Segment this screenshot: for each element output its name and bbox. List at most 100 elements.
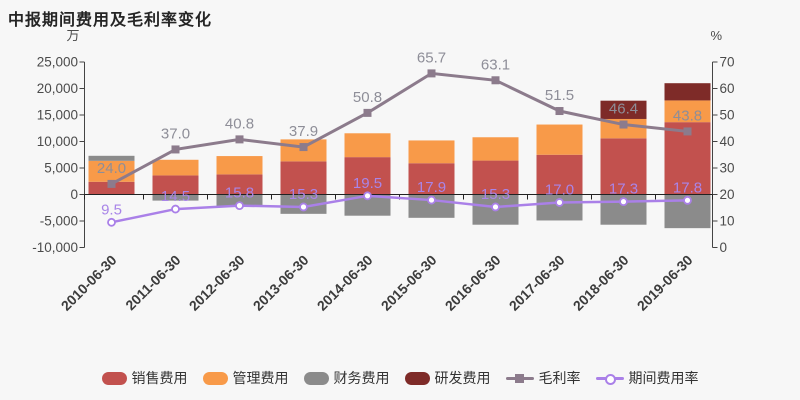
value-label: 51.5 bbox=[545, 87, 574, 104]
value-label: 17.8 bbox=[673, 179, 702, 196]
value-label: 40.8 bbox=[225, 115, 254, 132]
bar-segment bbox=[664, 83, 711, 101]
bar-segment bbox=[152, 194, 199, 201]
circle-marker bbox=[107, 217, 116, 227]
legend-item-2[interactable]: 管理费用 bbox=[202, 368, 289, 388]
bar-segment bbox=[536, 124, 583, 155]
legend-label: 毛利率 bbox=[538, 370, 581, 386]
legend-item-4[interactable]: 研发费用 bbox=[404, 368, 491, 388]
date-label: 2019-06-30 bbox=[634, 252, 696, 314]
bar-segment bbox=[280, 161, 327, 195]
right-axis-unit: % bbox=[711, 28, 723, 43]
square-marker bbox=[427, 69, 436, 78]
circle-marker bbox=[171, 204, 180, 214]
bar-segment bbox=[216, 194, 263, 207]
left-axis-tick-label: 25,000 bbox=[37, 55, 78, 70]
legend-bar-swatch bbox=[202, 371, 228, 385]
right-axis-tick-label: 30 bbox=[720, 161, 735, 176]
bar-segment bbox=[600, 118, 647, 139]
bar-segment bbox=[152, 175, 199, 195]
value-label: 17.0 bbox=[545, 181, 574, 198]
legend-item-5[interactable]: 毛利率 bbox=[505, 368, 581, 388]
right-axis-tick-label: 10 bbox=[720, 214, 735, 229]
value-label: 24.0 bbox=[97, 160, 126, 177]
date-label: 2011-06-30 bbox=[122, 252, 184, 314]
right-axis-tick-label: 20 bbox=[720, 187, 735, 202]
bar-segment bbox=[600, 100, 647, 119]
chart-legend: 销售费用 管理费用 财务费用 研发费用 毛利率 期间费用率 bbox=[0, 368, 800, 388]
value-label: 65.7 bbox=[417, 49, 446, 66]
bar-segment bbox=[472, 160, 519, 195]
bar-segment bbox=[216, 156, 263, 175]
x-axis-labels: 2010-06-30 2011-06-30 2012-06-30 2013-06-30… bbox=[58, 252, 696, 314]
ratio-line: 9.5 14.5 15.8 15.3 19.5 17.9 15.3 17.0 17.3 17.8 bbox=[101, 175, 702, 227]
date-label: 2012-06-30 bbox=[186, 252, 248, 314]
square-marker bbox=[107, 179, 116, 188]
value-label: 19.5 bbox=[353, 175, 382, 192]
value-label: 50.8 bbox=[353, 89, 382, 106]
value-label: 17.3 bbox=[609, 181, 638, 198]
value-label: 37.0 bbox=[161, 125, 190, 142]
legend-item-1[interactable]: 销售费用 bbox=[101, 368, 188, 388]
bar-segment bbox=[664, 100, 711, 123]
line-path bbox=[111, 194, 688, 224]
value-label: 43.8 bbox=[673, 107, 702, 124]
date-label: 2015-06-30 bbox=[378, 252, 440, 314]
square-marker bbox=[555, 107, 564, 116]
date-label: 2014-06-30 bbox=[314, 252, 376, 314]
left-axis-unit: 万 bbox=[66, 28, 79, 43]
date-label: 2017-06-30 bbox=[506, 252, 568, 314]
bar-segment bbox=[344, 157, 391, 195]
left-axis-tick-label: 15,000 bbox=[37, 108, 78, 123]
bar-segment bbox=[408, 163, 455, 195]
legend-item-3[interactable]: 财务费用 bbox=[303, 368, 390, 388]
square-marker bbox=[235, 135, 244, 144]
left-axis-tick-label: 5,000 bbox=[44, 161, 78, 176]
bar-segment bbox=[88, 181, 135, 195]
legend-line-square-swatch bbox=[505, 372, 534, 385]
bar-segment bbox=[88, 155, 135, 161]
circle-marker bbox=[683, 195, 692, 205]
right-axis-tick-label: 50 bbox=[720, 108, 735, 123]
value-label: 17.9 bbox=[417, 179, 446, 196]
bar-segment bbox=[152, 159, 199, 176]
value-label: 15.8 bbox=[225, 185, 254, 202]
bar-segment bbox=[536, 154, 583, 195]
square-marker bbox=[683, 127, 692, 136]
right-axis-tick-label: 0 bbox=[720, 240, 728, 255]
legend-label: 销售费用 bbox=[131, 370, 188, 386]
legend-label: 财务费用 bbox=[333, 370, 390, 386]
legend-item-6[interactable]: 期间费用率 bbox=[595, 368, 699, 388]
circle-marker bbox=[235, 201, 244, 211]
legend-bar-swatch bbox=[101, 371, 127, 385]
value-label: 15.3 bbox=[289, 186, 318, 203]
legend-bar-swatch bbox=[404, 371, 430, 385]
legend-bar-swatch bbox=[303, 371, 329, 385]
circle-marker bbox=[491, 202, 500, 212]
left-axis-tick-label: 0 bbox=[70, 187, 78, 202]
value-label: 9.5 bbox=[101, 201, 122, 218]
bar-segment bbox=[600, 138, 647, 195]
value-label: 15.3 bbox=[481, 186, 510, 203]
circle-marker bbox=[555, 198, 564, 207]
date-label: 2013-06-30 bbox=[250, 252, 312, 314]
right-axis-tick-label: 60 bbox=[720, 81, 735, 96]
value-label: 46.4 bbox=[609, 101, 638, 118]
circle-marker bbox=[363, 191, 372, 201]
right-axis-tick-label: 40 bbox=[720, 134, 735, 149]
chart-canvas[interactable]: -10,000 -5,000 0 5,000 10,000 15,000 20,000 25,… bbox=[0, 0, 800, 362]
line-path bbox=[110, 71, 688, 186]
right-axis-tick-label: 70 bbox=[720, 55, 735, 70]
legend-label: 管理费用 bbox=[232, 370, 289, 386]
square-marker bbox=[299, 143, 308, 152]
value-label: 14.5 bbox=[161, 188, 190, 205]
value-label: 63.1 bbox=[481, 56, 510, 73]
square-marker bbox=[171, 145, 180, 154]
left-axis-tick-label: 10,000 bbox=[37, 134, 78, 149]
date-label: 2016-06-30 bbox=[442, 252, 504, 314]
circle-marker bbox=[619, 197, 628, 207]
value-label: 37.9 bbox=[289, 123, 318, 140]
left-axis-tick-label: 20,000 bbox=[37, 81, 78, 96]
legend-line-circle-swatch bbox=[595, 372, 624, 385]
